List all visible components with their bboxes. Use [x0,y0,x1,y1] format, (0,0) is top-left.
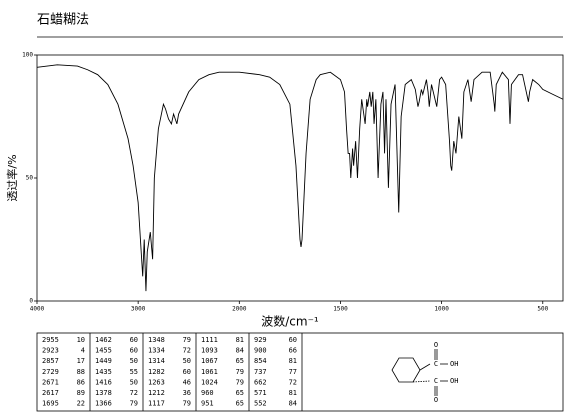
peak-transmittance: 72 [289,378,297,386]
peak-wavenumber: 1117 [148,400,165,408]
peak-transmittance: 60 [183,368,191,376]
peak-transmittance: 79 [130,400,138,408]
peak-transmittance: 79 [183,400,191,408]
peak-transmittance: 50 [130,357,138,365]
peak-transmittance: 36 [183,389,191,397]
peak-transmittance: 81 [289,357,297,365]
peak-transmittance: 55 [130,368,138,376]
peak-wavenumber: 737 [254,368,267,376]
peak-wavenumber: 2857 [42,357,59,365]
peak-transmittance: 77 [289,368,297,376]
peak-wavenumber: 960 [201,389,214,397]
peak-wavenumber: 1067 [201,357,218,365]
peak-wavenumber: 1416 [95,378,112,386]
peak-wavenumber: 1435 [95,368,112,376]
peak-transmittance: 79 [236,368,244,376]
peak-wavenumber: 2923 [42,347,59,355]
peak-wavenumber: 2729 [42,368,59,376]
y-axis-label: 透过率/% [5,154,19,201]
atom-label: OH [450,377,458,385]
peak-wavenumber: 1366 [95,400,112,408]
peak-transmittance: 4 [81,347,85,355]
x-tick-label: 500 [537,306,548,313]
peak-transmittance: 50 [130,378,138,386]
x-tick-label: 2000 [232,306,247,313]
plot-frame [36,54,564,302]
peak-wavenumber: 571 [254,389,267,397]
peak-wavenumber: 1093 [201,347,218,355]
spectrum-line [36,64,564,292]
peak-wavenumber: 854 [254,357,267,365]
peak-transmittance: 60 [130,336,138,344]
peak-wavenumber: 1061 [201,368,218,376]
peak-wavenumber: 1455 [95,347,112,355]
peak-transmittance: 86 [77,378,85,386]
peak-wavenumber: 2671 [42,378,59,386]
peak-wavenumber: 900 [254,347,267,355]
peak-transmittance: 22 [77,400,85,408]
y-tick-label: 0 [29,298,33,305]
atom-label: O [434,396,438,404]
atom-label: C [434,377,438,385]
peak-transmittance: 50 [183,357,191,365]
bond [419,363,431,371]
ring [391,357,421,383]
bond [412,380,431,383]
x-tick-label: 1000 [434,306,449,313]
peak-wavenumber: 1212 [148,389,165,397]
peak-wavenumber: 1348 [148,336,165,344]
peak-wavenumber: 1282 [148,368,165,376]
peak-wavenumber: 1695 [42,400,59,408]
peak-transmittance: 10 [77,336,85,344]
x-tick-label: 1500 [333,306,348,313]
peak-transmittance: 79 [183,336,191,344]
peak-transmittance: 81 [236,336,244,344]
atom-label: O [434,341,438,349]
peak-wavenumber: 1111 [201,336,218,344]
peak-wavenumber: 1449 [95,357,112,365]
peak-transmittance: 65 [236,389,244,397]
x-tick-label: 4000 [30,306,45,313]
y-tick-label: 50 [26,175,34,182]
structure [391,349,448,396]
peak-wavenumber: 951 [201,400,214,408]
peak-transmittance: 72 [130,389,138,397]
peak-wavenumber: 1024 [201,378,218,386]
peak-wavenumber: 1334 [148,347,165,355]
peak-transmittance: 65 [236,400,244,408]
peak-transmittance: 17 [77,357,85,365]
peak-wavenumber: 1462 [95,336,112,344]
peak-wavenumber: 1378 [95,389,112,397]
peak-transmittance: 66 [289,347,297,355]
y-tick-label: 100 [22,52,33,59]
atom-label: OH [450,360,458,368]
table-frame [36,332,564,412]
peak-transmittance: 46 [183,378,191,386]
peak-transmittance: 84 [236,347,244,355]
structure-labels: O C OH C OH O [434,341,459,404]
peak-transmittance: 84 [289,400,297,408]
peak-wavenumber: 552 [254,400,267,408]
peak-transmittance: 60 [130,347,138,355]
peak-wavenumber: 1263 [148,378,165,386]
peak-transmittance: 88 [77,368,85,376]
peak-transmittance: 81 [289,389,297,397]
peak-transmittance: 79 [236,378,244,386]
x-tick-label: 3000 [131,306,146,313]
peak-transmittance: 60 [289,336,297,344]
peak-wavenumber: 2955 [42,336,59,344]
peak-transmittance: 89 [77,389,85,397]
atom-label: C [434,360,438,368]
header-title: 石蜡糊法 [37,12,89,28]
peak-wavenumber: 662 [254,378,267,386]
peak-transmittance: 72 [183,347,191,355]
x-axis-label: 波数/cm⁻¹ [261,314,319,329]
peak-wavenumber: 1314 [148,357,165,365]
peak-wavenumber: 2617 [42,389,59,397]
peak-wavenumber: 929 [254,336,267,344]
peak-transmittance: 65 [236,357,244,365]
